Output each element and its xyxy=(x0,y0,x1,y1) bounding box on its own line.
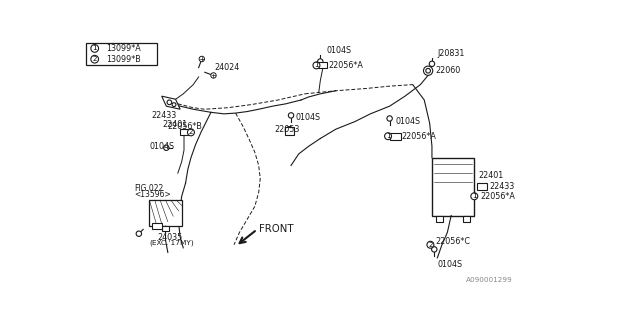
Text: 22433: 22433 xyxy=(490,182,515,191)
Circle shape xyxy=(199,56,205,62)
Circle shape xyxy=(289,113,294,118)
Text: (EXC.'17MY): (EXC.'17MY) xyxy=(149,240,194,246)
Text: 22401: 22401 xyxy=(163,120,188,129)
Circle shape xyxy=(285,127,294,135)
Circle shape xyxy=(427,241,434,248)
Circle shape xyxy=(387,116,392,121)
Circle shape xyxy=(164,145,169,150)
Bar xyxy=(86,43,157,65)
Circle shape xyxy=(172,103,176,107)
Text: <13596>: <13596> xyxy=(134,190,171,199)
Circle shape xyxy=(426,68,431,73)
Text: 2: 2 xyxy=(428,242,433,248)
Text: 1: 1 xyxy=(386,133,390,139)
Bar xyxy=(436,215,444,222)
Text: 22056*B: 22056*B xyxy=(168,123,203,132)
Circle shape xyxy=(167,100,172,105)
Text: 0104S: 0104S xyxy=(396,117,421,126)
Text: 1: 1 xyxy=(314,62,319,68)
Text: 22401: 22401 xyxy=(478,171,504,180)
Bar xyxy=(318,62,327,68)
Text: 22056*C: 22056*C xyxy=(436,237,471,246)
Text: 1: 1 xyxy=(472,193,477,199)
Text: FRONT: FRONT xyxy=(259,224,293,234)
Text: FIG.022: FIG.022 xyxy=(134,184,163,193)
Circle shape xyxy=(91,44,99,52)
Text: 13099*B: 13099*B xyxy=(106,55,141,64)
Circle shape xyxy=(424,66,433,76)
Circle shape xyxy=(431,247,437,252)
Text: 22056*A: 22056*A xyxy=(481,192,515,201)
Text: 22060: 22060 xyxy=(436,66,461,75)
Bar xyxy=(477,183,488,190)
Circle shape xyxy=(317,59,323,64)
Text: 24024: 24024 xyxy=(215,63,240,72)
Bar xyxy=(285,127,294,135)
Text: 0104S: 0104S xyxy=(326,46,351,55)
Bar xyxy=(162,226,170,231)
Circle shape xyxy=(313,62,320,69)
Text: 22053: 22053 xyxy=(274,125,300,134)
Text: 0104S: 0104S xyxy=(437,260,463,269)
Circle shape xyxy=(188,129,195,136)
Bar xyxy=(180,129,188,135)
Circle shape xyxy=(429,61,435,67)
Text: 22056*A: 22056*A xyxy=(401,132,436,141)
Bar xyxy=(149,200,182,226)
Text: J20831: J20831 xyxy=(437,49,465,58)
Bar xyxy=(432,158,474,215)
Circle shape xyxy=(385,133,392,140)
Bar xyxy=(390,133,401,140)
Bar xyxy=(463,215,470,222)
Text: 24035: 24035 xyxy=(157,233,182,242)
Text: 22433: 22433 xyxy=(151,111,176,120)
Text: 0104S: 0104S xyxy=(296,113,321,122)
Text: A090001299: A090001299 xyxy=(466,277,513,283)
Circle shape xyxy=(471,193,478,200)
Text: 2: 2 xyxy=(93,56,97,62)
Polygon shape xyxy=(162,96,180,109)
Text: 1: 1 xyxy=(92,45,97,52)
Text: 22056*A: 22056*A xyxy=(328,61,363,70)
Text: 13099*A: 13099*A xyxy=(106,44,141,53)
Text: 0104S: 0104S xyxy=(149,142,175,151)
Bar xyxy=(152,223,163,229)
Circle shape xyxy=(136,231,141,236)
Text: 2: 2 xyxy=(189,129,193,135)
Circle shape xyxy=(211,73,216,78)
Circle shape xyxy=(91,55,99,63)
